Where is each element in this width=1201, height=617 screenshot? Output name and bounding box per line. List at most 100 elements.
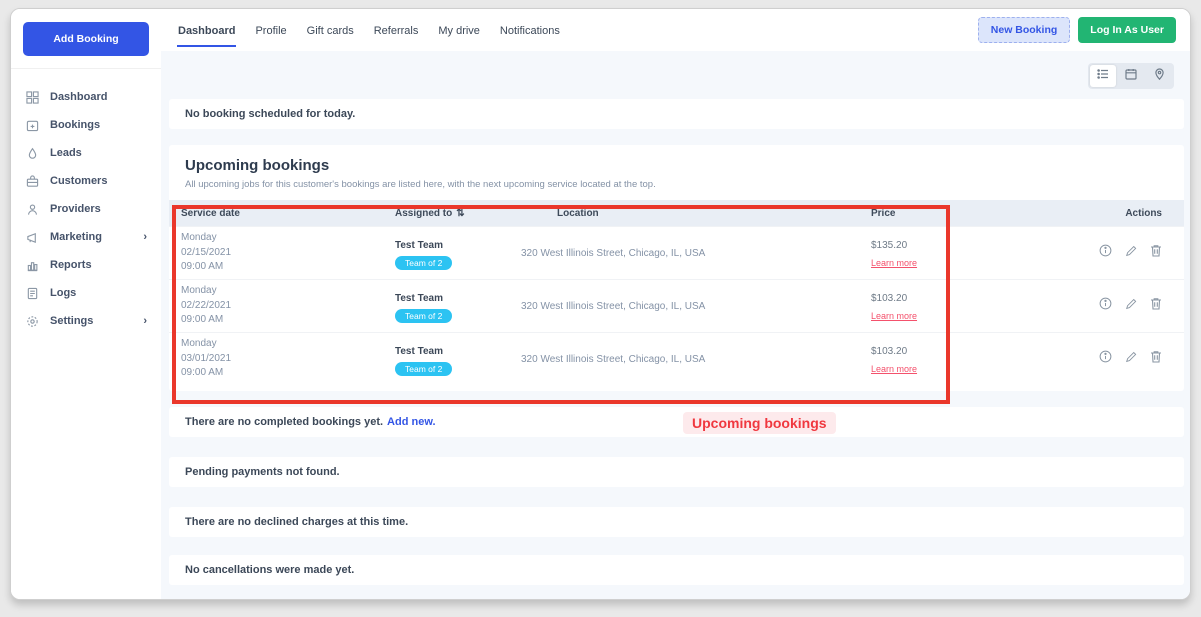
sidebar-item-label: Settings xyxy=(50,315,94,327)
price-cell: $103.20 Learn more xyxy=(871,341,1031,377)
tab-referrals[interactable]: Referrals xyxy=(373,25,419,37)
team-size-badge: Team of 2 xyxy=(395,256,453,270)
profile-tabs: Dashboard Profile Gift cards Referrals M… xyxy=(177,13,978,47)
table-header-row: Service date Assigned to ⇅ Location Price… xyxy=(169,200,1184,226)
topbar: Dashboard Profile Gift cards Referrals M… xyxy=(161,9,1190,51)
tab-dashboard[interactable]: Dashboard xyxy=(177,13,237,47)
upcoming-table: Service date Assigned to ⇅ Location Price… xyxy=(169,200,1184,385)
sidebar-item-label: Providers xyxy=(50,203,101,215)
service-date-cell: Monday 02/15/2021 09:00 AM xyxy=(181,232,232,273)
bookings-icon xyxy=(25,119,40,132)
providers-icon xyxy=(25,203,40,216)
pending-payments-card: Pending payments not found. xyxy=(169,457,1184,487)
upcoming-subtitle: All upcoming jobs for this customer's bo… xyxy=(185,179,656,190)
sidebar-item-label: Bookings xyxy=(50,119,101,131)
edit-icon[interactable] xyxy=(1125,298,1137,310)
calendar-view-icon xyxy=(1125,67,1137,85)
sidebar-item-reports[interactable]: Reports xyxy=(11,251,161,279)
sidebar-item-label: Leads xyxy=(50,147,82,159)
map-view-button[interactable] xyxy=(1146,65,1172,87)
upcoming-header: Upcoming bookings All upcoming jobs for … xyxy=(169,145,1184,200)
team-size-badge: Team of 2 xyxy=(395,362,453,376)
delete-icon[interactable] xyxy=(1150,350,1162,363)
sidebar-item-label: Reports xyxy=(50,259,92,271)
edit-icon[interactable] xyxy=(1125,245,1137,257)
actions-cell xyxy=(1031,244,1184,262)
app-window: Add Booking Dashboard Bookings xyxy=(10,8,1191,600)
sidebar-item-dashboard[interactable]: Dashboard xyxy=(11,83,161,111)
pending-message: Pending payments not found. xyxy=(185,466,340,478)
tab-my-drive[interactable]: My drive xyxy=(438,25,480,37)
team-size-badge: Team of 2 xyxy=(395,309,453,323)
sidebar: Add Booking Dashboard Bookings xyxy=(11,9,161,599)
price-cell: $135.20 Learn more xyxy=(871,235,1031,271)
learn-more-link[interactable]: Learn more xyxy=(871,258,918,268)
assigned-to-cell: Test Team Team of 2 xyxy=(385,341,511,377)
view-toggle-group xyxy=(1088,63,1174,89)
add-booking-wrap: Add Booking xyxy=(11,9,161,69)
tab-gift-cards[interactable]: Gift cards xyxy=(306,25,354,37)
log-in-as-user-button[interactable]: Log In As User xyxy=(1078,17,1176,43)
info-icon[interactable] xyxy=(1099,297,1112,310)
sidebar-item-logs[interactable]: Logs xyxy=(11,279,161,307)
sidebar-item-providers[interactable]: Providers xyxy=(11,195,161,223)
today-message: No booking scheduled for today. xyxy=(185,108,356,120)
new-booking-button[interactable]: New Booking xyxy=(977,17,1071,43)
service-date-cell: Monday 03/01/2021 09:00 AM xyxy=(181,338,232,379)
today-bookings-card: No booking scheduled for today. xyxy=(169,99,1184,129)
chevron-right-icon: › xyxy=(143,231,147,243)
price-value: $103.20 xyxy=(871,293,908,304)
cancellations-card: No cancellations were made yet. xyxy=(169,555,1184,585)
learn-more-link[interactable]: Learn more xyxy=(871,364,918,374)
reports-icon xyxy=(25,259,40,272)
price-value: $103.20 xyxy=(871,346,908,357)
upcoming-title: Upcoming bookings xyxy=(185,157,330,174)
sidebar-item-marketing[interactable]: Marketing › xyxy=(11,223,161,251)
sidebar-item-label: Customers xyxy=(50,175,108,187)
learn-more-link[interactable]: Learn more xyxy=(871,311,918,321)
location-cell: 320 West Illinois Street, Chicago, IL, U… xyxy=(521,353,706,365)
topbar-actions: New Booking Log In As User xyxy=(977,17,1176,43)
leads-icon xyxy=(25,147,40,160)
edit-icon[interactable] xyxy=(1125,351,1137,363)
sidebar-item-bookings[interactable]: Bookings xyxy=(11,111,161,139)
info-icon[interactable] xyxy=(1099,244,1112,257)
team-name: Test Team xyxy=(395,346,443,357)
sidebar-item-leads[interactable]: Leads xyxy=(11,139,161,167)
marketing-icon xyxy=(25,231,40,244)
team-name: Test Team xyxy=(395,240,443,251)
sidebar-item-customers[interactable]: Customers xyxy=(11,167,161,195)
chevron-right-icon: › xyxy=(143,315,147,327)
sidebar-item-label: Logs xyxy=(50,287,77,299)
settings-icon xyxy=(25,315,40,328)
col-service-date: Service date xyxy=(181,207,240,219)
sort-icon[interactable]: ⇅ xyxy=(456,207,465,219)
location-cell: 320 West Illinois Street, Chicago, IL, U… xyxy=(521,300,706,312)
add-new-link[interactable]: Add new. xyxy=(387,416,436,428)
col-price: Price xyxy=(871,207,896,219)
col-assigned-to[interactable]: Assigned to ⇅ xyxy=(395,207,465,219)
sidebar-item-label: Dashboard xyxy=(50,91,108,103)
info-icon[interactable] xyxy=(1099,350,1112,363)
sidebar-item-settings[interactable]: Settings › xyxy=(11,307,161,335)
add-booking-button[interactable]: Add Booking xyxy=(23,22,149,56)
completed-message: There are no completed bookings yet. xyxy=(185,416,384,428)
completed-bookings-card: There are no completed bookings yet. Add… xyxy=(169,407,1184,437)
list-view-button[interactable] xyxy=(1090,65,1116,87)
price-cell: $103.20 Learn more xyxy=(871,288,1031,324)
upcoming-bookings-card: Upcoming bookings All upcoming jobs for … xyxy=(169,145,1184,391)
calendar-view-button[interactable] xyxy=(1118,65,1144,87)
table-row: Monday 03/01/2021 09:00 AM Test Team Tea… xyxy=(169,332,1184,385)
delete-icon[interactable] xyxy=(1150,244,1162,257)
table-row: Monday 02/22/2021 09:00 AM Test Team Tea… xyxy=(169,279,1184,332)
delete-icon[interactable] xyxy=(1150,297,1162,310)
main-content: Dashboard Profile Gift cards Referrals M… xyxy=(161,9,1190,599)
logs-icon xyxy=(25,287,40,300)
assigned-to-cell: Test Team Team of 2 xyxy=(385,288,511,324)
tab-notifications[interactable]: Notifications xyxy=(499,25,560,37)
tab-profile[interactable]: Profile xyxy=(255,25,287,37)
sidebar-item-label: Marketing xyxy=(50,231,102,243)
list-view-icon xyxy=(1097,67,1109,85)
table-row: Monday 02/15/2021 09:00 AM Test Team Tea… xyxy=(169,226,1184,279)
